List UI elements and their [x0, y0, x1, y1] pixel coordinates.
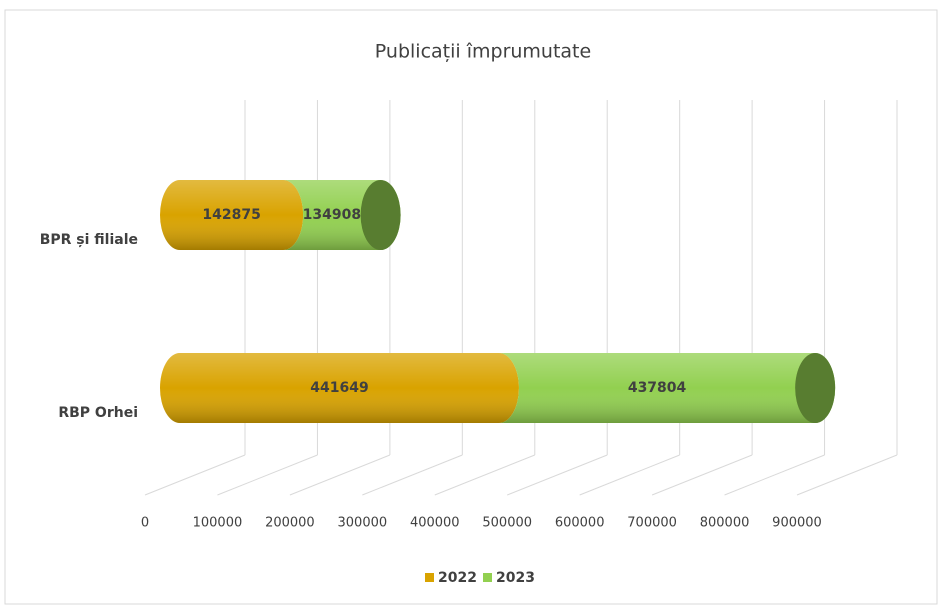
floor-line [362, 454, 463, 496]
x-tick-label: 0 [141, 516, 149, 531]
data-label: 142875 [202, 207, 260, 223]
x-tick-label: 100000 [193, 516, 243, 531]
bar-end-cap [795, 353, 836, 423]
floor-line [144, 454, 246, 496]
data-label: 441649 [310, 380, 368, 396]
bar-shade [160, 353, 519, 423]
data-label: 437804 [628, 380, 687, 396]
x-tick-label: 400000 [410, 516, 460, 531]
chart-border [4, 9, 938, 605]
x-tick-label: 800000 [700, 516, 750, 531]
bar-end-cap [360, 180, 401, 250]
legend-label: 2022 [438, 570, 477, 586]
bar-segment [160, 353, 519, 423]
floor-line [796, 454, 898, 496]
floor-line [724, 454, 825, 496]
y-tick-label: RBP Orhei [58, 405, 138, 421]
x-tick-label: 300000 [338, 516, 388, 531]
floor-line [579, 454, 680, 496]
x-tick-label: 600000 [555, 516, 605, 531]
data-label: 134908 [303, 207, 361, 223]
bar-shade [498, 353, 836, 423]
floor-line [434, 454, 535, 496]
x-tick-label: 700000 [627, 516, 677, 531]
legend-swatch [425, 573, 434, 582]
bar-segment [160, 180, 304, 250]
floor-line [289, 454, 391, 496]
legend-label: 2023 [496, 570, 535, 586]
legend-swatch [483, 573, 492, 582]
floor-line [651, 454, 753, 496]
bar-shade [160, 180, 304, 250]
x-tick-label: 200000 [265, 516, 315, 531]
bar-segment [498, 353, 836, 423]
floor-line [507, 454, 608, 496]
chart-title: Publicații împrumutate [375, 41, 591, 63]
y-tick-label: BPR și filiale [40, 232, 138, 248]
x-tick-label: 900000 [772, 516, 822, 531]
floor-line [217, 454, 318, 496]
x-tick-label: 500000 [482, 516, 532, 531]
